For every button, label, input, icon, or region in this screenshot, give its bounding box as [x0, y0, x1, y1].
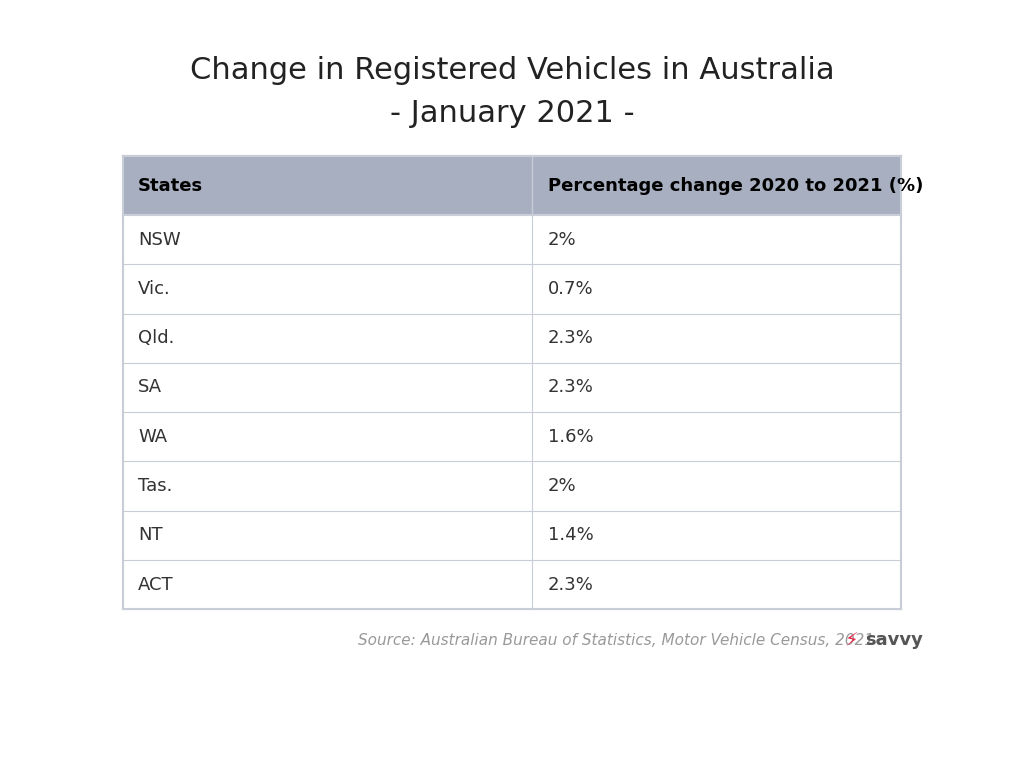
Text: Tas.: Tas. [138, 477, 173, 495]
Text: savvy: savvy [865, 631, 924, 650]
Text: Percentage change 2020 to 2021 (%): Percentage change 2020 to 2021 (%) [548, 177, 924, 195]
Text: Source: Australian Bureau of Statistics, Motor Vehicle Census, 2021: Source: Australian Bureau of Statistics,… [358, 633, 874, 648]
Text: 0.7%: 0.7% [548, 280, 594, 298]
Text: 2.3%: 2.3% [548, 576, 594, 594]
Text: 2%: 2% [548, 477, 577, 495]
Text: Vic.: Vic. [138, 280, 171, 298]
Text: SA: SA [138, 378, 163, 396]
Text: WA: WA [138, 428, 167, 446]
Text: NSW: NSW [138, 231, 181, 249]
Text: 2%: 2% [548, 231, 577, 249]
Text: 2.3%: 2.3% [548, 378, 594, 396]
Text: Change in Registered Vehicles in Australia: Change in Registered Vehicles in Austral… [189, 56, 835, 85]
Text: States: States [138, 177, 204, 195]
Text: - January 2021 -: - January 2021 - [390, 99, 634, 128]
Text: ACT: ACT [138, 576, 174, 594]
Text: 2.3%: 2.3% [548, 329, 594, 347]
Text: NT: NT [138, 526, 163, 544]
Text: ⚡: ⚡ [845, 631, 858, 650]
Text: Qld.: Qld. [138, 329, 175, 347]
Text: 1.6%: 1.6% [548, 428, 594, 446]
Text: 1.4%: 1.4% [548, 526, 594, 544]
